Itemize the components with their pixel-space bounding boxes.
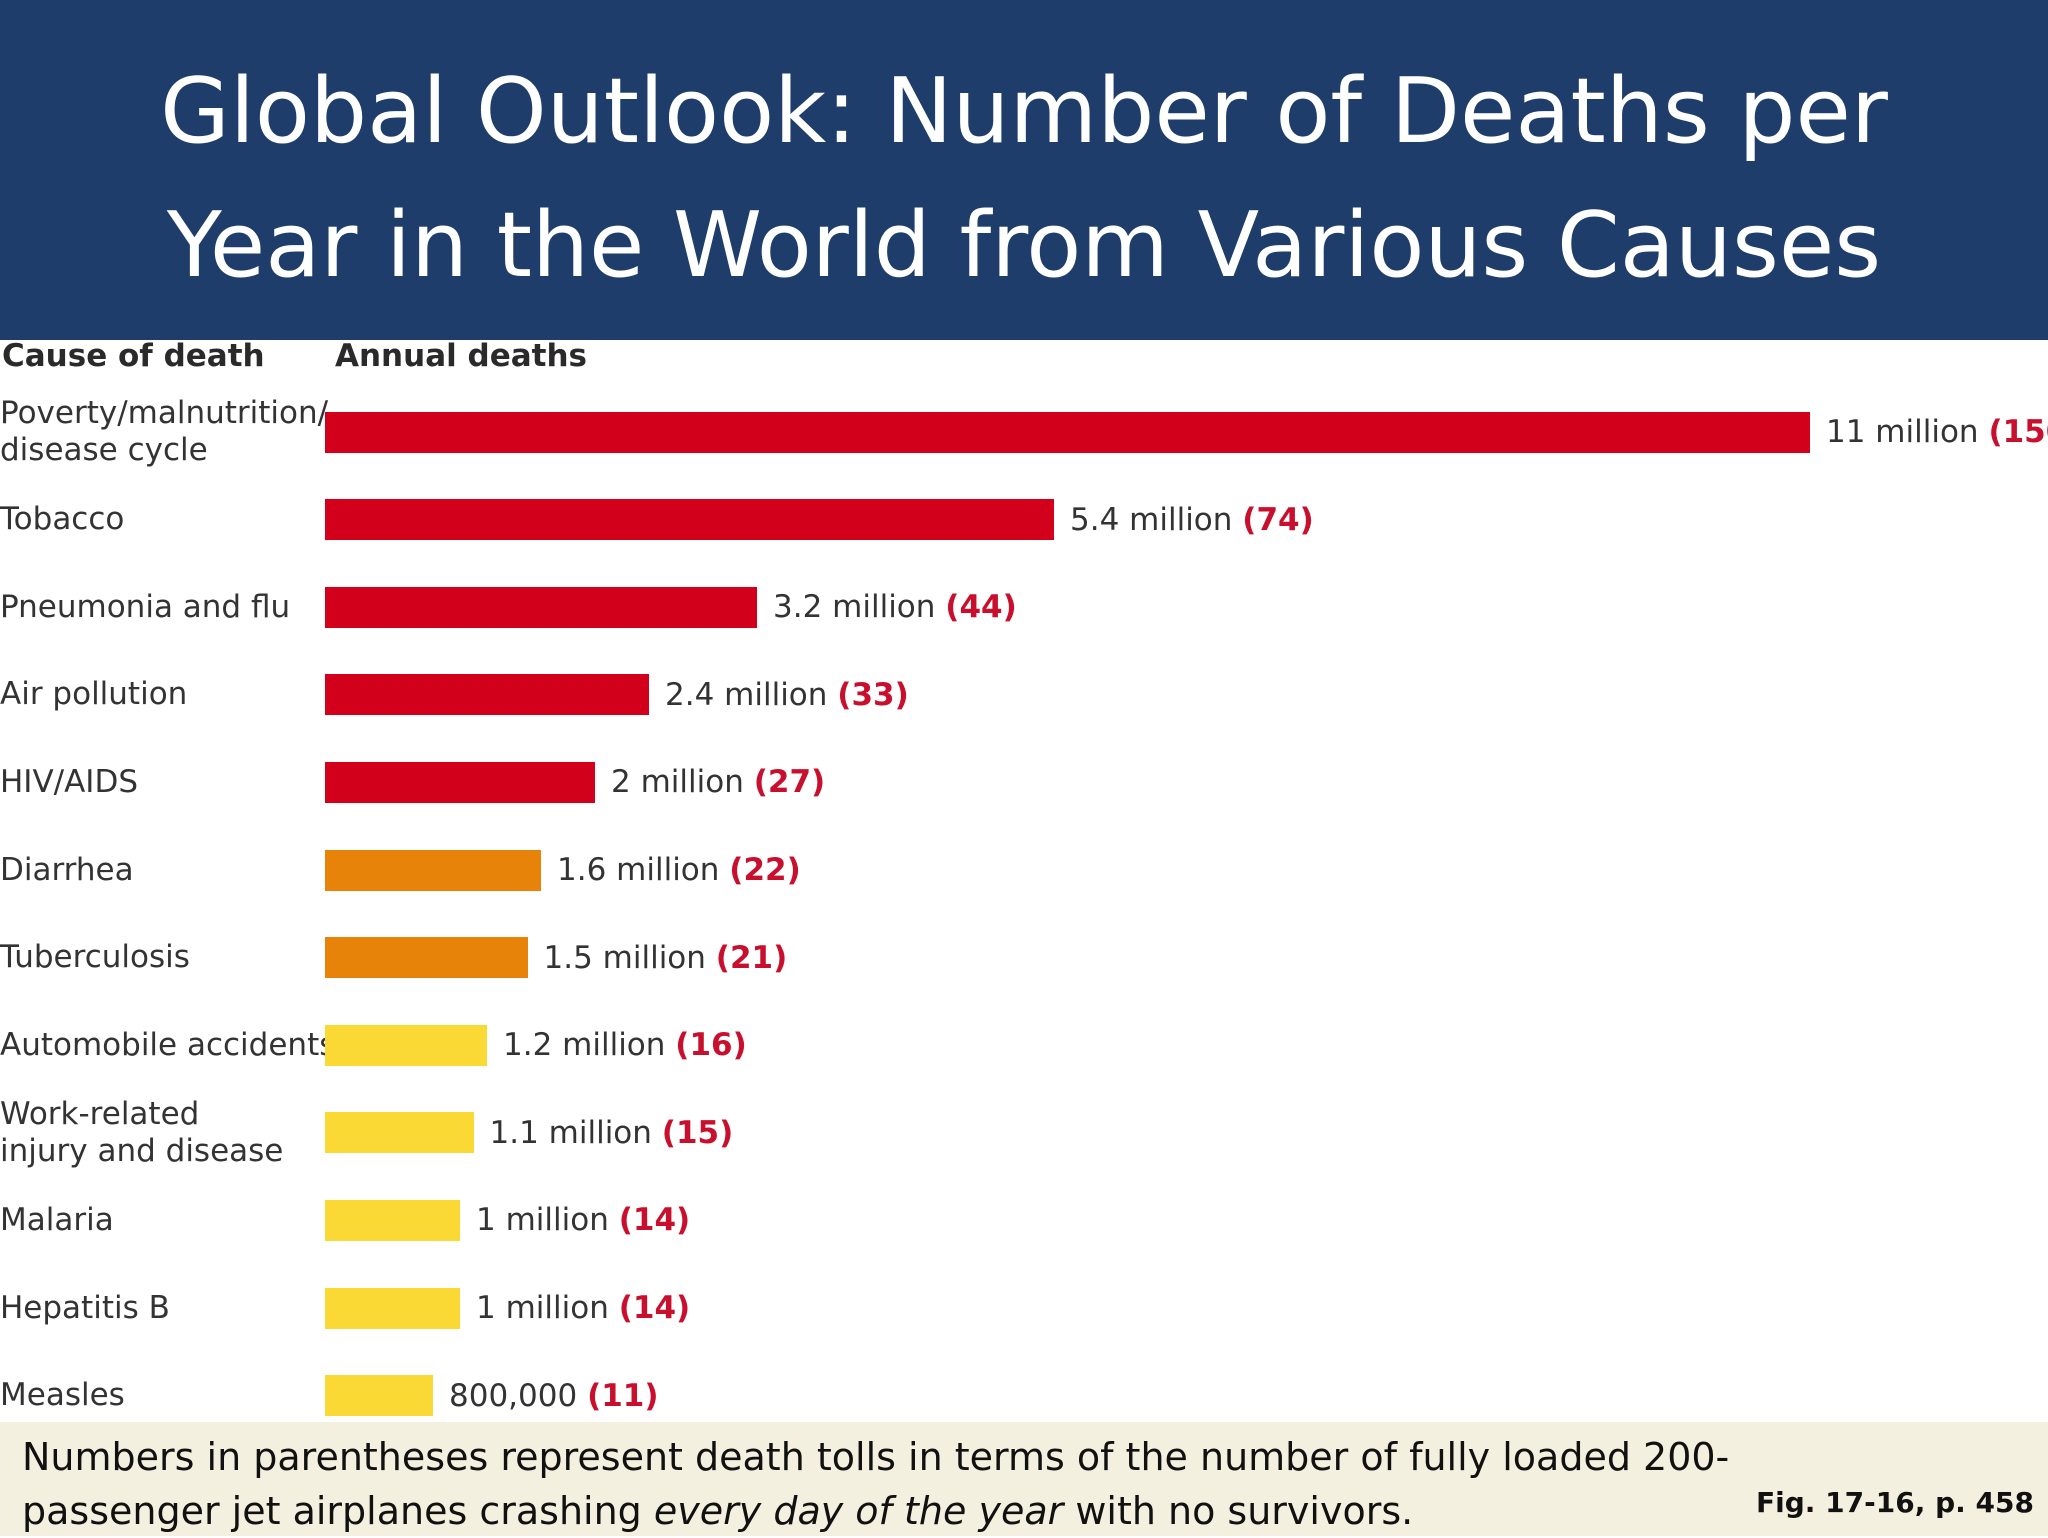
footnote-text: Numbers in parentheses represent death t… (22, 1430, 1729, 1538)
category-label: Tobacco (0, 501, 125, 538)
footnote-line-2: passenger jet airplanes crashing every d… (22, 1484, 1729, 1538)
airplane-equivalent-label: (14) (618, 1290, 691, 1326)
category-label: Automobile accidents (0, 1026, 336, 1063)
value-text: 1 million (476, 1202, 609, 1239)
footnote-panel (0, 1422, 2048, 1536)
bar (325, 1287, 460, 1329)
value-text: 2 million (611, 764, 744, 801)
bar (325, 761, 595, 803)
value-text: 1.6 million (557, 852, 720, 888)
value-text: 1 million (476, 1290, 609, 1326)
value-text: 800,000 (449, 1377, 578, 1414)
footnote-emphasis: every day of the year (653, 1489, 1064, 1533)
bar (325, 1375, 433, 1417)
category-label: HIV/AIDS (0, 763, 139, 800)
value-text: 11 million (1826, 414, 1979, 450)
page-title-line-2: Year in the World from Various Causes (166, 193, 1882, 298)
airplane-equivalent-label: (22) (729, 852, 801, 888)
value-label: 1 million (14) (476, 1288, 690, 1328)
value-text: 3.2 million (773, 589, 936, 626)
figure-reference: Fig. 17-16, p. 458 (1756, 1486, 2034, 1519)
airplane-equivalent-label: (74) (1242, 501, 1314, 538)
title-banner: Global Outlook: Number of Deaths per Yea… (0, 0, 2048, 340)
bar (325, 586, 757, 628)
airplane-equivalent-label: (16) (675, 1027, 747, 1064)
value-label: 11 million (150) (1826, 412, 2048, 452)
category-column-header: Cause of death (2, 338, 265, 374)
value-label: 800,000 (11) (449, 1376, 659, 1416)
value-text: 1.5 million (543, 939, 706, 976)
bar (325, 411, 1810, 453)
airplane-equivalent-label: (14) (618, 1202, 691, 1239)
bar (325, 849, 541, 891)
bar (325, 1112, 474, 1154)
footnote-line-2-start: passenger jet airplanes crashing (22, 1489, 654, 1533)
value-label: 2 million (27) (611, 762, 825, 802)
value-label: 5.4 million (74) (1070, 500, 1314, 540)
value-column-header: Annual deaths (335, 338, 588, 374)
category-label: Malaria (0, 1201, 114, 1238)
category-label: Tuberculosis (0, 939, 190, 976)
category-label: Poverty/malnutrition/ disease cycle (0, 395, 329, 468)
value-label: 1.5 million (21) (544, 938, 788, 978)
category-label: Air pollution (0, 676, 188, 713)
category-label: Work-related injury and disease (0, 1095, 284, 1169)
value-label: 1 million (14) (476, 1200, 690, 1240)
footnote-line-1: Numbers in parentheses represent death t… (22, 1435, 1730, 1479)
airplane-equivalent-label: (15) (661, 1114, 734, 1151)
bar (325, 499, 1054, 541)
bar (325, 1199, 460, 1241)
bar (325, 674, 649, 716)
footnote-line-2-end: with no survivors. (1063, 1489, 1414, 1533)
airplane-equivalent-label: (33) (837, 676, 909, 713)
airplane-equivalent-label: (21) (715, 939, 788, 976)
page-title-line-1: Global Outlook: Number of Deaths per (160, 59, 1888, 164)
value-label: 2.4 million (33) (665, 675, 909, 715)
airplane-equivalent-label: (11) (587, 1377, 659, 1414)
value-text: 2.4 million (665, 676, 828, 713)
value-text: 1.1 million (489, 1114, 652, 1151)
value-label: 1.6 million (22) (557, 850, 801, 890)
airplane-equivalent-label: (44) (945, 589, 1017, 626)
value-text: 5.4 million (1070, 501, 1233, 538)
category-label: Diarrhea (0, 851, 134, 888)
value-label: 1.1 million (15) (490, 1113, 734, 1153)
category-label: Hepatitis B (0, 1289, 170, 1326)
value-label: 3.2 million (44) (773, 587, 1017, 627)
airplane-equivalent-label: (150) (1988, 414, 2048, 450)
airplane-equivalent-label: (27) (753, 764, 826, 801)
bar (325, 1024, 487, 1066)
category-label: Measles (0, 1377, 125, 1414)
value-label: 1.2 million (16) (503, 1025, 747, 1065)
value-text: 1.2 million (503, 1027, 666, 1064)
bar (325, 937, 528, 979)
category-label: Pneumonia and flu (0, 588, 291, 625)
